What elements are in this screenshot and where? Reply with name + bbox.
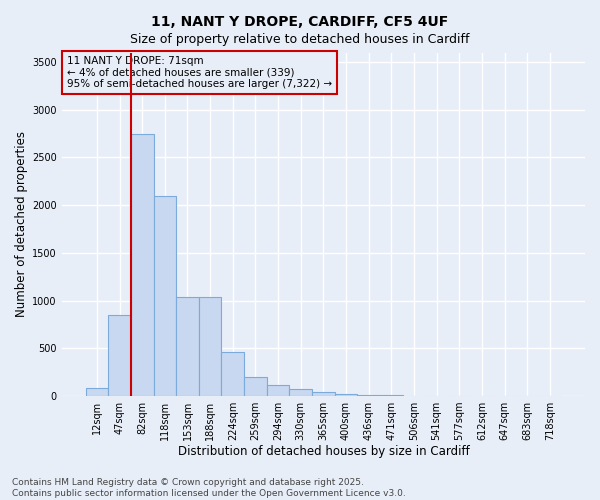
Bar bbox=[176, 296, 199, 396]
Text: Contains HM Land Registry data © Crown copyright and database right 2025.
Contai: Contains HM Land Registry data © Crown c… bbox=[12, 478, 406, 498]
Bar bbox=[289, 390, 312, 396]
Bar bbox=[312, 392, 335, 396]
Bar bbox=[244, 377, 267, 396]
Bar bbox=[335, 394, 358, 396]
Text: 11, NANT Y DROPE, CARDIFF, CF5 4UF: 11, NANT Y DROPE, CARDIFF, CF5 4UF bbox=[151, 15, 449, 29]
Text: Size of property relative to detached houses in Cardiff: Size of property relative to detached ho… bbox=[130, 32, 470, 46]
Bar bbox=[108, 315, 131, 396]
X-axis label: Distribution of detached houses by size in Cardiff: Distribution of detached houses by size … bbox=[178, 444, 469, 458]
Bar bbox=[267, 386, 289, 396]
Y-axis label: Number of detached properties: Number of detached properties bbox=[15, 131, 28, 317]
Bar bbox=[358, 395, 380, 396]
Bar bbox=[221, 352, 244, 396]
Text: 11 NANT Y DROPE: 71sqm
← 4% of detached houses are smaller (339)
95% of semi-det: 11 NANT Y DROPE: 71sqm ← 4% of detached … bbox=[67, 56, 332, 89]
Bar bbox=[199, 296, 221, 396]
Bar bbox=[86, 388, 108, 396]
Bar bbox=[131, 134, 154, 396]
Bar bbox=[154, 196, 176, 396]
